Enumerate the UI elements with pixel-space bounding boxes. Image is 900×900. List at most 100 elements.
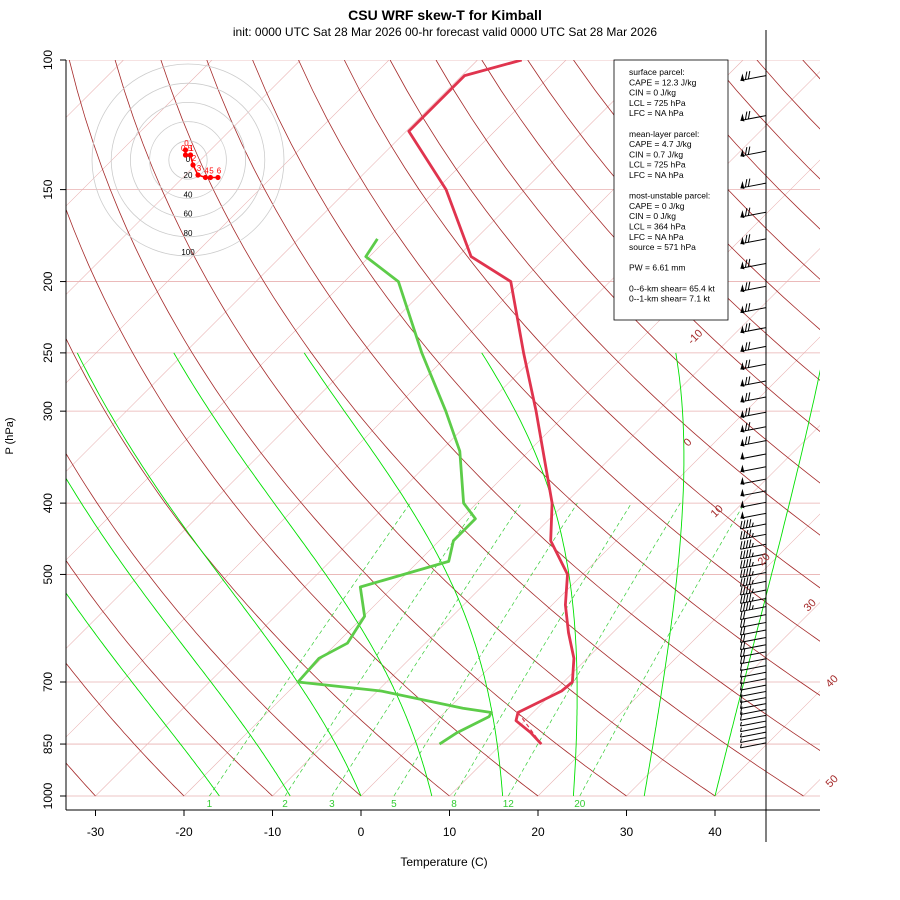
y-tick-label: 1000 bbox=[41, 782, 55, 809]
wind-barb bbox=[739, 737, 767, 743]
wind-barb bbox=[740, 435, 767, 447]
wind-barb bbox=[739, 585, 767, 596]
isotherm-label: 50 bbox=[824, 773, 841, 790]
wind-barb bbox=[740, 234, 767, 245]
legend-line: LCL = 725 hPa bbox=[629, 160, 686, 170]
x-tick-label: -10 bbox=[264, 825, 282, 839]
mixing-ratio-label: 5 bbox=[391, 799, 397, 810]
wind-barb bbox=[739, 731, 767, 738]
legend-line: LFC = NA hPa bbox=[629, 232, 684, 242]
x-axis-label: Temperature (C) bbox=[400, 855, 487, 869]
wind-barb bbox=[739, 662, 767, 671]
wind-barb bbox=[739, 726, 767, 733]
hodograph-point-label: 5 bbox=[209, 166, 214, 175]
dry-adiabat bbox=[160, 60, 804, 797]
isotherm-label: 20 bbox=[756, 551, 773, 568]
dry-adiabat bbox=[206, 60, 820, 751]
isotherm-label: 10 bbox=[709, 503, 726, 520]
wind-barb bbox=[739, 626, 767, 636]
isotherm-line bbox=[66, 60, 301, 295]
legend-line: LCL = 725 hPa bbox=[629, 98, 686, 108]
dry-adiabat bbox=[66, 559, 273, 797]
mixing-ratio-label: 12 bbox=[503, 799, 515, 810]
wind-barb bbox=[740, 341, 767, 353]
wind-barb bbox=[740, 407, 767, 419]
hodograph-ring bbox=[91, 63, 285, 257]
wind-barb bbox=[739, 618, 767, 628]
mixing-ratio-label: 2 bbox=[282, 799, 288, 810]
isotherm-label: -10 bbox=[686, 327, 706, 347]
isotherm-label: 30 bbox=[802, 597, 819, 614]
legend-line: CAPE = 12.3 J/kg bbox=[629, 77, 697, 87]
hodograph-point-label: 4 bbox=[204, 166, 209, 175]
x-tick-label: -30 bbox=[87, 825, 105, 839]
legend-line: 0--6-km shear= 65.4 kt bbox=[629, 283, 715, 293]
hodograph-ring bbox=[149, 121, 227, 199]
mixing-ratio-line bbox=[453, 502, 632, 797]
dry-adiabat bbox=[343, 60, 820, 589]
legend-line: CAPE = 0 J/kg bbox=[629, 201, 685, 211]
temperature-profile bbox=[407, 60, 576, 746]
legend-line: most-unstable parcel: bbox=[629, 191, 710, 201]
wind-barb bbox=[739, 688, 767, 697]
dry-adiabat bbox=[389, 60, 820, 536]
x-tick-label: 0 bbox=[358, 825, 365, 839]
mixing-ratio-line bbox=[209, 502, 411, 797]
wind-barb bbox=[740, 392, 767, 403]
mixing-ratio-label: 20 bbox=[574, 799, 586, 810]
wind-barb bbox=[740, 359, 767, 371]
wind-barb bbox=[740, 451, 767, 460]
isotherm-line bbox=[66, 60, 567, 561]
dry-adiabat bbox=[527, 60, 820, 381]
isotherm-label: 40 bbox=[824, 673, 841, 690]
wind-barb bbox=[740, 302, 767, 314]
hodograph-ring bbox=[168, 140, 208, 180]
isotherm-line bbox=[66, 60, 124, 118]
hodograph-ring-label: 40 bbox=[184, 190, 193, 199]
chart-subtitle: init: 0000 UTC Sat 28 Mar 2026 00-hr for… bbox=[233, 25, 658, 39]
isotherm-line bbox=[626, 602, 820, 797]
dry-adiabat bbox=[252, 60, 820, 696]
wind-barb bbox=[739, 694, 767, 703]
legend-line: 0--1-km shear= 7.1 kt bbox=[629, 294, 711, 304]
wind-barb bbox=[740, 500, 767, 509]
wind-barb bbox=[739, 669, 767, 678]
mixing-ratio-label: 1 bbox=[207, 799, 213, 810]
dry-adiabat bbox=[114, 60, 716, 797]
wind-barb bbox=[739, 576, 767, 587]
wind-barb bbox=[740, 464, 767, 473]
dry-adiabat bbox=[68, 60, 627, 797]
wind-barb bbox=[739, 700, 767, 710]
wind-barb bbox=[740, 281, 767, 293]
x-tick-label: -20 bbox=[175, 825, 193, 839]
y-tick-label: 400 bbox=[41, 493, 55, 513]
wind-barb bbox=[739, 610, 767, 621]
legend-line: CAPE = 4.7 J/kg bbox=[629, 139, 692, 149]
hodograph-point-label: 6 bbox=[217, 166, 222, 175]
isotherm-line bbox=[66, 60, 655, 649]
isotherm-line bbox=[66, 60, 213, 207]
dry-adiabat bbox=[66, 208, 539, 797]
wind-barb bbox=[740, 207, 767, 219]
wind-barb bbox=[740, 110, 767, 122]
dewpoint-profile bbox=[296, 238, 493, 746]
wind-barb bbox=[739, 519, 767, 530]
wind-barb bbox=[740, 422, 767, 433]
hodograph-point bbox=[190, 162, 196, 168]
wind-barb bbox=[739, 681, 767, 691]
wind-barb bbox=[739, 712, 767, 721]
mixing-ratio-label: 8 bbox=[451, 799, 457, 810]
legend-line: mean-layer parcel: bbox=[629, 129, 699, 139]
isotherm-line bbox=[537, 513, 820, 797]
moist-adiabat bbox=[76, 352, 362, 797]
wind-barb bbox=[739, 567, 767, 578]
hodograph-point bbox=[202, 174, 209, 181]
y-tick-label: 850 bbox=[41, 734, 55, 754]
legend-line: source = 571 hPa bbox=[629, 242, 696, 252]
chart-title: CSU WRF skew-T for Kimball bbox=[348, 7, 542, 23]
y-tick-label: 100 bbox=[41, 50, 55, 70]
wind-barb bbox=[739, 593, 767, 604]
wind-barb bbox=[739, 558, 767, 569]
x-tick-label: 40 bbox=[708, 825, 722, 839]
